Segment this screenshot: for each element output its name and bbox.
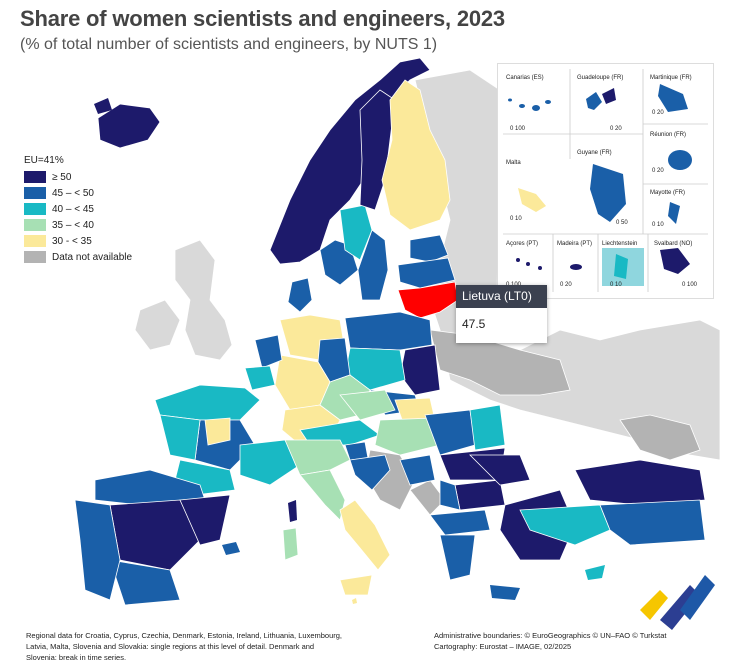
insets-panel: Canarias (ES) Guadeloupe (FR) Martinique…	[497, 63, 714, 299]
region-malta[interactable]	[352, 598, 357, 604]
region-romania-west[interactable]	[424, 409, 476, 456]
inset-label-acores: Açores (PT)	[506, 241, 539, 247]
inset-scale-liechtenstein: 0 10	[610, 282, 622, 288]
tooltip-region-name: Lietuva (LT0)	[456, 285, 547, 308]
inset-label-liechtenstein: Liechtenstein	[602, 241, 638, 247]
legend-swatch	[24, 203, 46, 215]
inset-label-reunion: Réunion (FR)	[650, 132, 687, 138]
region-spain-east[interactable]	[179, 494, 231, 546]
insets-grid	[503, 69, 708, 292]
region-romania-east[interactable]	[469, 404, 506, 451]
inset-label-canarias: Canarias (ES)	[506, 75, 544, 81]
region-turkiye-east[interactable]	[574, 459, 706, 506]
region-turkiye-north[interactable]	[469, 454, 531, 486]
map-title: Share of women scientists and engineers,…	[20, 6, 505, 31]
legend-row: Data not available	[24, 249, 132, 265]
region-latvia[interactable]	[397, 257, 456, 289]
region-serbia[interactable]	[399, 454, 436, 486]
region-denmark[interactable]	[287, 277, 313, 313]
legend-row: 30 - < 35	[24, 233, 132, 249]
region-finland[interactable]	[381, 79, 451, 231]
legend-row: 45 – < 50	[24, 185, 132, 201]
legend-row: 35 – < 40	[24, 217, 132, 233]
region-bulgaria[interactable]	[454, 479, 506, 511]
inset-scale-guadeloupe: 0 20	[610, 126, 622, 132]
region-italy-north[interactable]	[284, 439, 351, 476]
legend-label: 40 – < 45	[52, 203, 94, 215]
region-belgium[interactable]	[244, 365, 276, 391]
region-france-se[interactable]	[239, 439, 301, 486]
legend-label: 30 - < 35	[52, 235, 92, 247]
inset-scale-madeira: 0 20	[560, 282, 572, 288]
inset-label-martinique: Martinique (FR)	[650, 75, 692, 81]
inset-scale-mayotte: 0 10	[652, 222, 664, 228]
region-croatia[interactable]	[349, 454, 391, 491]
region-italy-center[interactable]	[299, 469, 346, 521]
legend-row: 40 – < 45	[24, 201, 132, 217]
region-france-west[interactable]	[159, 414, 201, 461]
region-czechia[interactable]	[339, 389, 396, 421]
region-bulgaria-north[interactable]	[439, 479, 461, 511]
legend-label: ≥ 50	[52, 171, 72, 183]
region-poland-east[interactable]	[399, 344, 441, 396]
legend-swatch	[24, 171, 46, 183]
region-iceland[interactable]	[97, 103, 161, 149]
region-greece-north[interactable]	[429, 509, 491, 536]
legend-swatch	[24, 251, 46, 263]
region-iceland-nw[interactable]	[94, 98, 112, 114]
region-baleares[interactable]	[222, 542, 240, 555]
legend-swatch	[24, 219, 46, 231]
region-norway-east[interactable]	[339, 204, 373, 261]
inset-label-mayotte: Mayotte (FR)	[650, 190, 686, 196]
legend-label: 45 – < 50	[52, 187, 94, 199]
inset-label-svalbard: Svalbard (NO)	[654, 241, 693, 247]
eurostat-logo	[640, 575, 715, 630]
region-france-east[interactable]	[204, 417, 231, 446]
region-sardinia[interactable]	[282, 527, 299, 561]
credits-boundaries: Administrative boundaries: © EuroGeograp…	[434, 631, 667, 640]
region-lithuania-highlight[interactable]	[397, 281, 459, 319]
region-cyprus[interactable]	[585, 565, 605, 580]
inset-scale-svalbard: 0 100	[682, 282, 698, 288]
legend-swatch	[24, 235, 46, 247]
inset-scale-canarias: 0 100	[510, 126, 526, 132]
inset-scale-martinique: 0 20	[652, 110, 664, 116]
legend-label: Data not available	[52, 251, 133, 263]
footnote: Regional data for Croatia, Cyprus, Czech…	[26, 631, 342, 662]
legend-label: 35 – < 40	[52, 219, 94, 231]
region-greece-islands[interactable]	[490, 585, 520, 600]
region-estonia[interactable]	[409, 234, 449, 263]
region-poland-north[interactable]	[344, 311, 433, 351]
inset-label-madeira: Madeira (PT)	[557, 241, 593, 247]
inset-label-malta: Malta	[506, 160, 521, 166]
region-tooltip: Lietuva (LT0) 47.5	[456, 285, 547, 343]
region-greece-center[interactable]	[439, 534, 476, 581]
region-sicily[interactable]	[339, 574, 373, 596]
region-netherlands[interactable]	[254, 334, 283, 369]
tooltip-value: 47.5	[462, 317, 486, 331]
region-sweden-south[interactable]	[357, 229, 389, 301]
region-turkiye-southeast[interactable]	[599, 499, 706, 546]
no-data-regions	[364, 329, 701, 516]
map-subtitle: (% of total number of scientists and eng…	[20, 36, 438, 53]
credits: Administrative boundaries: © EuroGeograp…	[434, 630, 667, 652]
map-legend: EU=41% ≥ 50 45 – < 50 40 – < 45 35 – < 4…	[24, 155, 132, 265]
inset-label-guadeloupe: Guadeloupe (FR)	[577, 75, 624, 81]
legend-swatch	[24, 187, 46, 199]
region-portugal[interactable]	[74, 499, 121, 601]
region-spain-south[interactable]	[109, 559, 181, 606]
region-france-north[interactable]	[154, 384, 261, 421]
region-turkiye-center[interactable]	[519, 504, 611, 546]
inset-scale-malta: 0 10	[510, 216, 522, 222]
legend-row: ≥ 50	[24, 169, 132, 185]
legend-eu-label: EU=41%	[24, 155, 64, 166]
inset-scale-guyane: 0 50	[616, 220, 628, 226]
region-corsica[interactable]	[288, 500, 297, 522]
inset-label-guyane: Guyane (FR)	[577, 150, 612, 156]
inset-scale-reunion: 0 20	[652, 168, 664, 174]
credits-cartography: Cartography: Eurostat – IMAGE, 02/2025	[434, 642, 572, 651]
region-italy-south[interactable]	[339, 499, 391, 571]
